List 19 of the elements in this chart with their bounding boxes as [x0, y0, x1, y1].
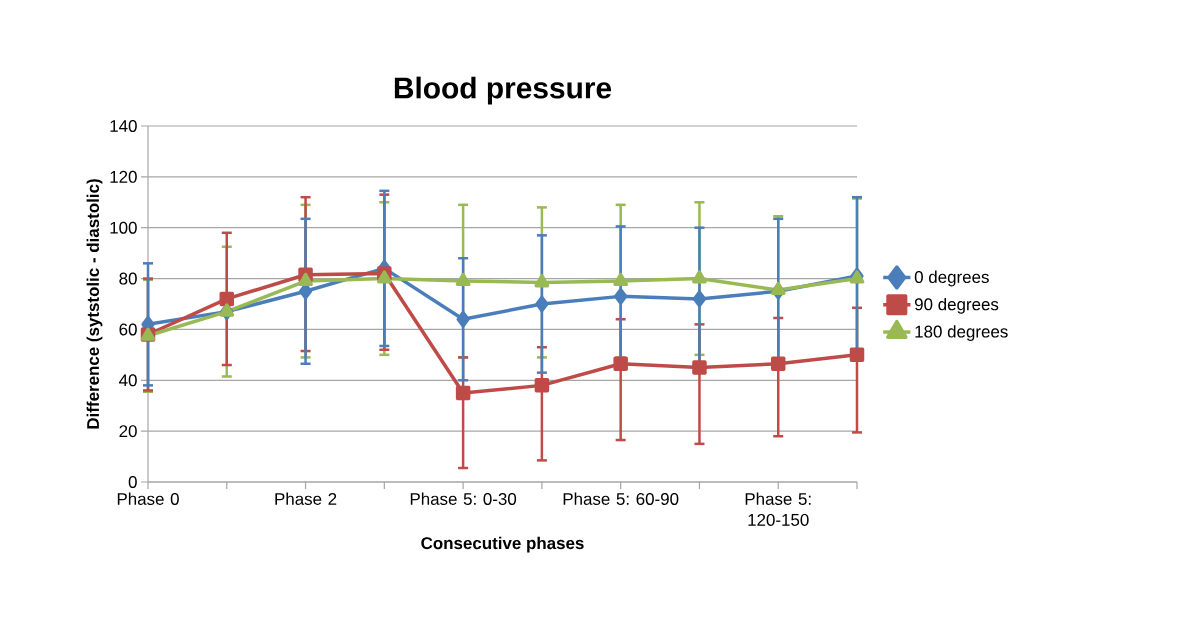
chart-title: Blood pressure [394, 76, 612, 105]
legend-label: 180 degrees [915, 325, 1008, 341]
y-axis-title: Difference (sytstolic - diastolic) [86, 179, 103, 429]
x-tick-label: Phase 5: 0-30 [410, 492, 517, 505]
y-tick-label: 20 [119, 425, 137, 438]
y-tick-label: 140 [110, 120, 137, 132]
legend-label: 0 degrees [914, 270, 989, 287]
y-tick-label: 120 [110, 170, 137, 183]
x-tick-label: Phase 2 [275, 492, 337, 505]
x-tick-label: Phase 5: 60-90 [563, 492, 679, 505]
y-tick-label: 60 [119, 323, 137, 336]
x-tick-label: Phase 0 [117, 492, 179, 505]
y-tick-label: 100 [110, 221, 137, 234]
x-tick-label: Phase 5: 120-150 [745, 492, 811, 526]
x-axis-title: Consecutive phases [421, 536, 584, 553]
y-tick-label: 0 [128, 476, 137, 488]
y-tick-label: 80 [119, 272, 137, 285]
legend-label: 90 degrees [914, 297, 999, 314]
y-tick-label: 40 [119, 374, 137, 387]
